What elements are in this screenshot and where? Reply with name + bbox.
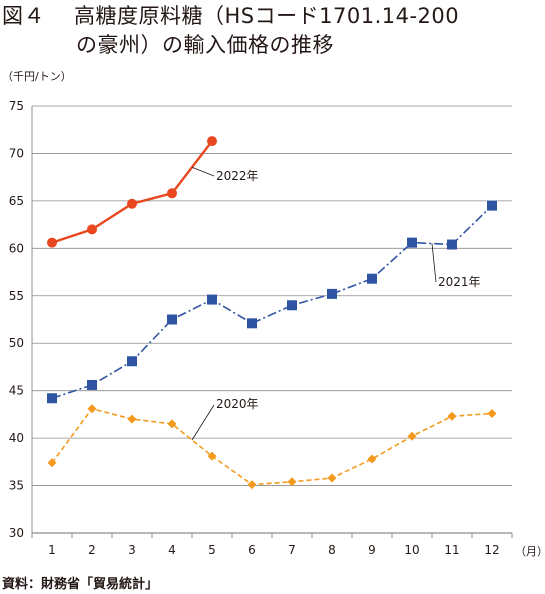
callout-leader-line [191,404,215,441]
callout-leader-line [191,166,215,177]
title-line-2: の豪州）の輸入価格の推移 [76,33,334,57]
data-point [207,294,217,305]
x-tick-label: 6 [248,543,256,557]
data-point [367,454,377,464]
data-point [87,404,97,414]
y-tick-label: 35 [9,479,24,493]
y-tick-label: 30 [9,526,24,540]
source-note: 資料：財務省「貿易統計」 [2,577,159,592]
data-point [47,237,57,248]
series-label: 2022年 [216,169,259,183]
x-tick-label: 5 [208,543,216,557]
data-point [367,273,377,284]
y-tick-label: 65 [9,194,24,208]
data-point [167,314,177,325]
figure-number: 図４ [2,4,45,28]
chart-title: 図４ 高糖度原料糖（HSコード1701.14-200 の豪州）の輸入価格の推移 [2,2,542,60]
data-point [287,300,297,311]
x-tick-label: 3 [128,543,136,557]
y-tick-label: 60 [9,241,24,255]
grid-lines [31,105,513,538]
data-point [327,473,337,483]
x-tick-label: 4 [168,543,176,557]
data-point [287,477,297,487]
data-point [487,408,497,418]
data-point [87,224,97,235]
data-point [407,431,417,441]
series-line [51,407,493,486]
data-point [127,198,137,209]
series-group [47,136,497,490]
data-point [447,411,457,421]
y-axis-unit-label: （千円/トン） [2,70,72,83]
x-tick-label: 8 [328,543,336,557]
data-point [127,356,137,367]
x-tick-labels: 1 2 3 4 5 6 7 8 9 10 11 12 [48,543,499,557]
data-point [327,288,337,299]
data-point [247,318,257,329]
data-point [487,200,497,211]
x-tick-label: 2 [88,543,96,557]
data-point [447,239,457,250]
x-tick-label: 11 [444,543,459,557]
x-tick-label: 7 [288,543,296,557]
x-axis-unit-label: （月） [515,545,545,558]
series-line [51,205,493,400]
callout-leader-line [431,243,437,283]
data-point [167,188,177,199]
data-point [47,393,57,404]
y-tick-label: 70 [9,146,24,160]
data-point [207,451,217,461]
data-point [87,379,97,390]
data-point [247,480,257,490]
data-point [167,419,177,429]
y-tick-labels: 30 35 40 45 50 55 60 65 70 75 [9,99,24,540]
data-point [407,237,417,248]
x-tick-label: 12 [484,543,499,557]
data-point [47,458,57,468]
y-tick-label: 50 [9,336,24,350]
x-tick-label: 9 [368,543,376,557]
y-tick-label: 55 [9,289,24,303]
y-tick-label: 40 [9,431,24,445]
data-point [207,136,217,147]
data-point [127,414,137,424]
series-line [51,140,213,244]
x-tick-label: 10 [404,543,419,557]
x-tick-label: 1 [48,543,56,557]
title-line-1: 高糖度原料糖（HSコード1701.14-200 [74,4,460,28]
series-label: 2020年 [216,397,259,411]
series-label: 2021年 [438,275,481,289]
y-tick-label: 75 [9,99,24,113]
series-callouts: 2022年 2021年 2020年 [191,166,481,441]
y-tick-label: 45 [9,384,24,398]
